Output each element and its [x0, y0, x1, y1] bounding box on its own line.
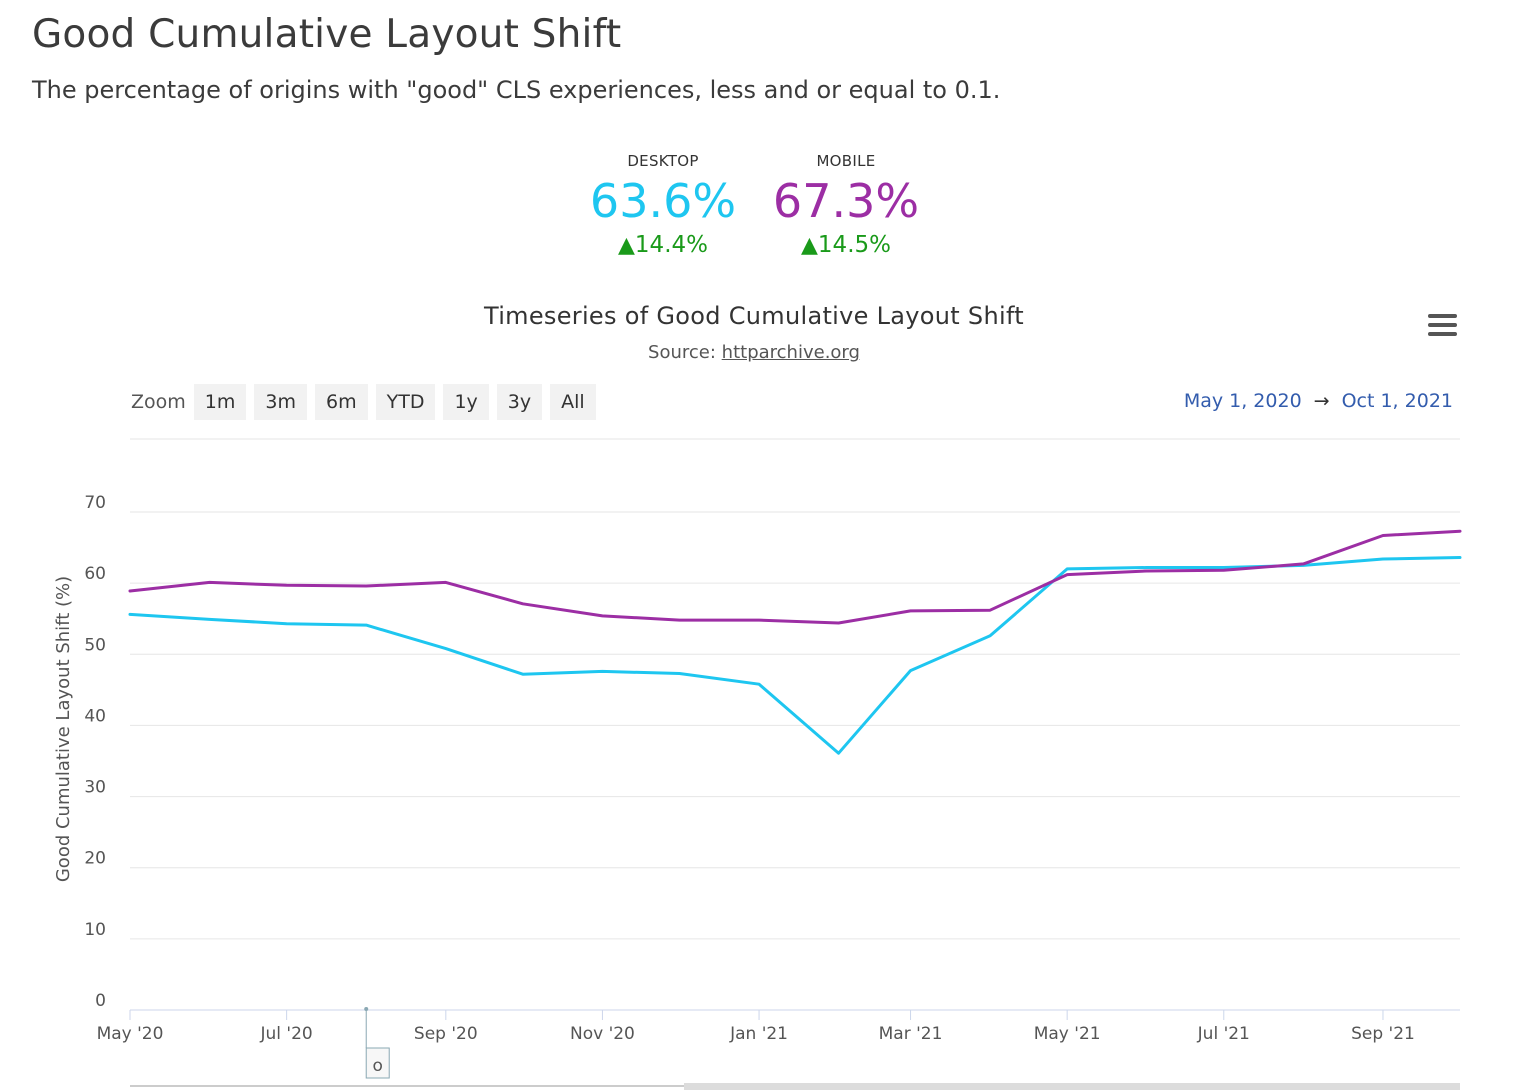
- y-tick-label: 30: [84, 778, 106, 798]
- triangle-up-icon: ▲: [618, 233, 635, 258]
- y-axis-ticks: 0 10 20 30 40 50 60 70: [84, 493, 106, 1011]
- arrow-right-icon: →: [1313, 390, 1330, 412]
- chart-title: Timeseries of Good Cumulative Layout Shi…: [483, 302, 1024, 330]
- source-link[interactable]: httparchive.org: [721, 342, 860, 363]
- x-tick-label: Jul '20: [260, 1024, 313, 1044]
- x-tick-label: May '21: [1034, 1024, 1101, 1044]
- x-tick-label: Jan '21: [729, 1024, 788, 1044]
- zoom-6m-button[interactable]: 6m: [315, 384, 368, 420]
- x-tick-label: Nov '20: [570, 1024, 635, 1044]
- chart-source: Source: httparchive.org: [0, 342, 1508, 363]
- y-tick-label: 20: [84, 849, 106, 869]
- navigator-scrollbar[interactable]: [684, 1083, 1460, 1090]
- mobile-value: 67.3%: [772, 174, 920, 228]
- y-tick-label: 0: [95, 991, 106, 1011]
- navigator-handle-label: o: [373, 1056, 383, 1076]
- zoom-3y-button[interactable]: 3y: [496, 384, 543, 420]
- y-axis-title: Good Cumulative Layout Shift (%): [53, 576, 74, 882]
- y-tick-label: 70: [84, 493, 106, 513]
- desktop-metric: DESKTOP 63.6% ▲14.4%: [563, 152, 763, 258]
- x-tick-label: Mar '21: [879, 1024, 943, 1044]
- range-to-input[interactable]: Oct 1, 2021: [1341, 390, 1453, 412]
- x-tick-label: Sep '21: [1351, 1024, 1415, 1044]
- desktop-label: DESKTOP: [627, 152, 699, 170]
- source-prefix: Source:: [648, 342, 716, 363]
- y-tick-label: 10: [84, 920, 106, 940]
- zoom-controls: Zoom 1m 3m 6m YTD 1y 3y All: [131, 384, 604, 420]
- mobile-metric: MOBILE 67.3% ▲14.5%: [746, 152, 946, 258]
- grid-lines: [130, 438, 1460, 1011]
- series-line-mobile: [128, 529, 1462, 625]
- y-tick-label: 60: [84, 564, 106, 584]
- y-tick-label: 50: [84, 635, 106, 655]
- zoom-all-button[interactable]: All: [550, 384, 596, 420]
- x-tick-label: Jul '21: [1197, 1024, 1250, 1044]
- x-tick-label: May '20: [97, 1024, 164, 1044]
- navigator-handle-dot: [364, 1007, 369, 1011]
- mobile-change-value: 14.5%: [817, 232, 891, 258]
- zoom-ytd-button[interactable]: YTD: [375, 384, 436, 420]
- y-tick-label: 40: [84, 706, 106, 726]
- zoom-label: Zoom: [131, 391, 186, 413]
- navigator-handle-label-box[interactable]: [365, 1047, 390, 1079]
- mobile-change: ▲14.5%: [746, 232, 946, 258]
- series-lines: [128, 529, 1462, 755]
- zoom-3m-button[interactable]: 3m: [254, 384, 307, 420]
- zoom-1m-button[interactable]: 1m: [193, 384, 247, 420]
- x-axis-ticks: May '20 Jul '20 Sep '20 Nov '20 Jan '21 Mar '…: [97, 1009, 1460, 1044]
- zoom-1y-button[interactable]: 1y: [443, 384, 489, 420]
- mobile-label: MOBILE: [816, 152, 876, 170]
- date-range: May 1, 2020 → Oct 1, 2021: [1150, 390, 1453, 412]
- page-subtitle: The percentage of origins with "good" CL…: [32, 76, 1001, 104]
- desktop-value: 63.6%: [589, 174, 737, 228]
- x-tick-label: Sep '20: [414, 1024, 478, 1044]
- desktop-change-value: 14.4%: [634, 232, 708, 258]
- page-title: Good Cumulative Layout Shift: [32, 12, 622, 57]
- range-from-input[interactable]: May 1, 2020: [1183, 390, 1302, 412]
- hamburger-menu-icon[interactable]: [1428, 314, 1457, 338]
- navigator[interactable]: o: [130, 1007, 1460, 1090]
- series-line-desktop: [128, 556, 1462, 755]
- desktop-change: ▲14.4%: [563, 232, 763, 258]
- triangle-up-icon: ▲: [801, 233, 818, 258]
